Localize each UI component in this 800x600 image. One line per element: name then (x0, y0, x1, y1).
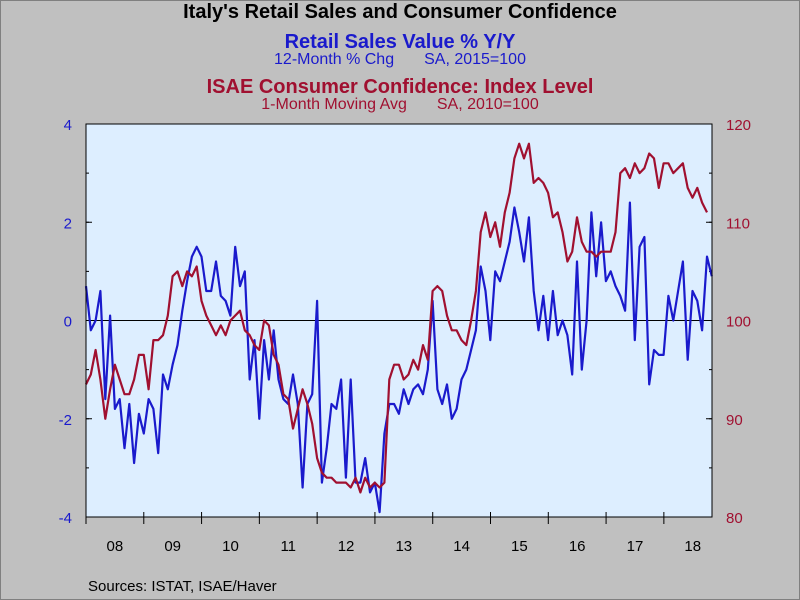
series1-title: Retail Sales Value % Y/Y (284, 31, 516, 53)
lines-layer (84, 142, 713, 514)
series2-subtitle-right: SA, 2010=100 (436, 96, 539, 113)
labels-layer: -4 -2 0 2 4 80 90 100 110 120 08 09 10 11 12 13 14 15 16 17… (59, 117, 751, 555)
series1-subtitle-right: SA, 2015=100 (424, 51, 526, 68)
retail-sales-line (84, 201, 713, 514)
chart-title: Italy's Retail Sales and Consumer Confid… (183, 1, 617, 23)
right-tick-label: 120 (726, 117, 751, 134)
right-tick-label: 110 (726, 215, 750, 232)
right-tick-label: 80 (726, 510, 743, 527)
left-tick-label: 0 (64, 314, 72, 331)
series1-subtitle: 12-Month % Chg SA, 2015=100 (0, 51, 800, 69)
x-tick-label: 18 (684, 538, 701, 555)
series2-subtitle: 1-Month Moving Avg SA, 2010=100 (0, 96, 800, 114)
left-tick-label: -4 (59, 510, 72, 527)
x-tick-label: 15 (511, 538, 528, 555)
left-tick-label: 4 (64, 117, 72, 134)
x-tick-label: 14 (453, 538, 470, 555)
series1-subtitle-left: 12-Month % Chg (274, 51, 395, 68)
right-tick-label: 90 (726, 412, 743, 429)
x-tick-label: 16 (569, 538, 586, 555)
consumer-confidence-line (85, 142, 708, 494)
x-tick-label: 11 (280, 538, 296, 555)
right-tick-label: 100 (726, 314, 751, 331)
source-note: Sources: ISTAT, ISAE/Haver (88, 578, 277, 595)
ticks-layer (85, 123, 712, 524)
x-tick-label: 10 (222, 538, 239, 555)
x-tick-label: 13 (395, 538, 412, 555)
left-tick-label: -2 (59, 412, 72, 429)
plot-border (85, 123, 713, 518)
x-tick-label: 09 (164, 538, 181, 555)
x-tick-label: 12 (338, 538, 355, 555)
series2-subtitle-left: 1-Month Moving Avg (261, 96, 407, 113)
x-tick-label: 08 (107, 538, 124, 555)
left-tick-label: 2 (64, 215, 72, 232)
x-tick-label: 17 (627, 538, 644, 555)
series2-title: ISAE Consumer Confidence: Index Level (206, 76, 594, 98)
